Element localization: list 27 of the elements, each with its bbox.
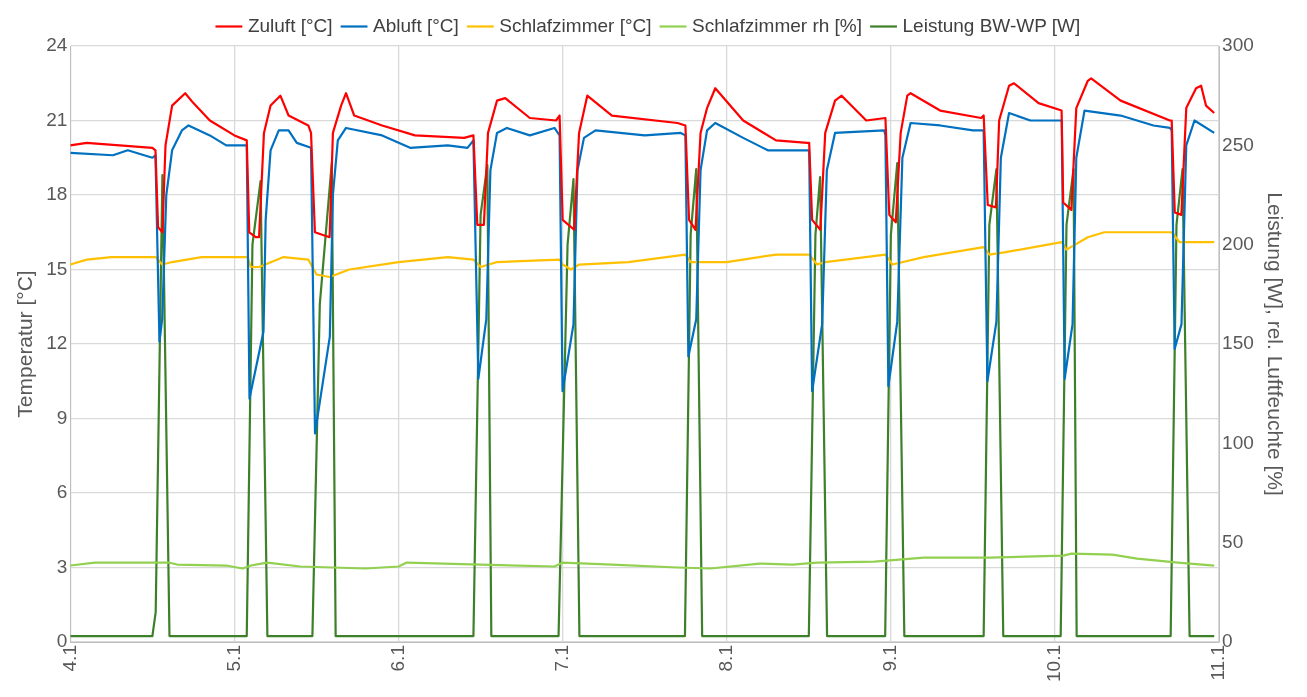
y-tick-label: 21 xyxy=(46,108,68,130)
legend-label: Abluft [°C] xyxy=(373,14,459,36)
y-tick-label: 6 xyxy=(56,481,68,503)
y2-tick-label: 200 xyxy=(1222,232,1254,254)
y2-axis-title: Leistung [W], rel. Luftfeuchte [%] xyxy=(1263,192,1287,496)
y-tick-label: 18 xyxy=(46,183,68,205)
x-tick-label: 8.1 xyxy=(715,645,737,672)
y2-tick-label: 250 xyxy=(1222,133,1254,155)
legend-label: Schlafzimmer rh [%] xyxy=(692,14,863,36)
y-tick-label: 15 xyxy=(46,257,68,279)
y-tick-label: 24 xyxy=(46,34,68,56)
y2-tick-label: 150 xyxy=(1222,332,1254,354)
x-tick-label: 10.1 xyxy=(1043,645,1065,682)
y-tick-label: 12 xyxy=(46,332,68,354)
x-tick-label: 6.1 xyxy=(386,645,408,672)
y-tick-label: 9 xyxy=(56,406,68,428)
y-axis-title: Temperatur [°C] xyxy=(13,270,37,418)
y2-tick-label: 50 xyxy=(1222,530,1244,552)
x-tick-label: 7.1 xyxy=(550,645,572,672)
x-tick-label: 9.1 xyxy=(879,645,901,672)
legend-label: Schlafzimmer [°C] xyxy=(499,14,652,36)
y2-tick-label: 300 xyxy=(1222,34,1254,56)
y-tick-label: 3 xyxy=(56,555,68,577)
x-tick-label: 5.1 xyxy=(222,645,244,672)
legend-label: Zuluft [°C] xyxy=(247,14,333,36)
y2-tick-label: 100 xyxy=(1222,431,1254,453)
legend-label: Leistung BW-WP [W] xyxy=(902,14,1081,36)
